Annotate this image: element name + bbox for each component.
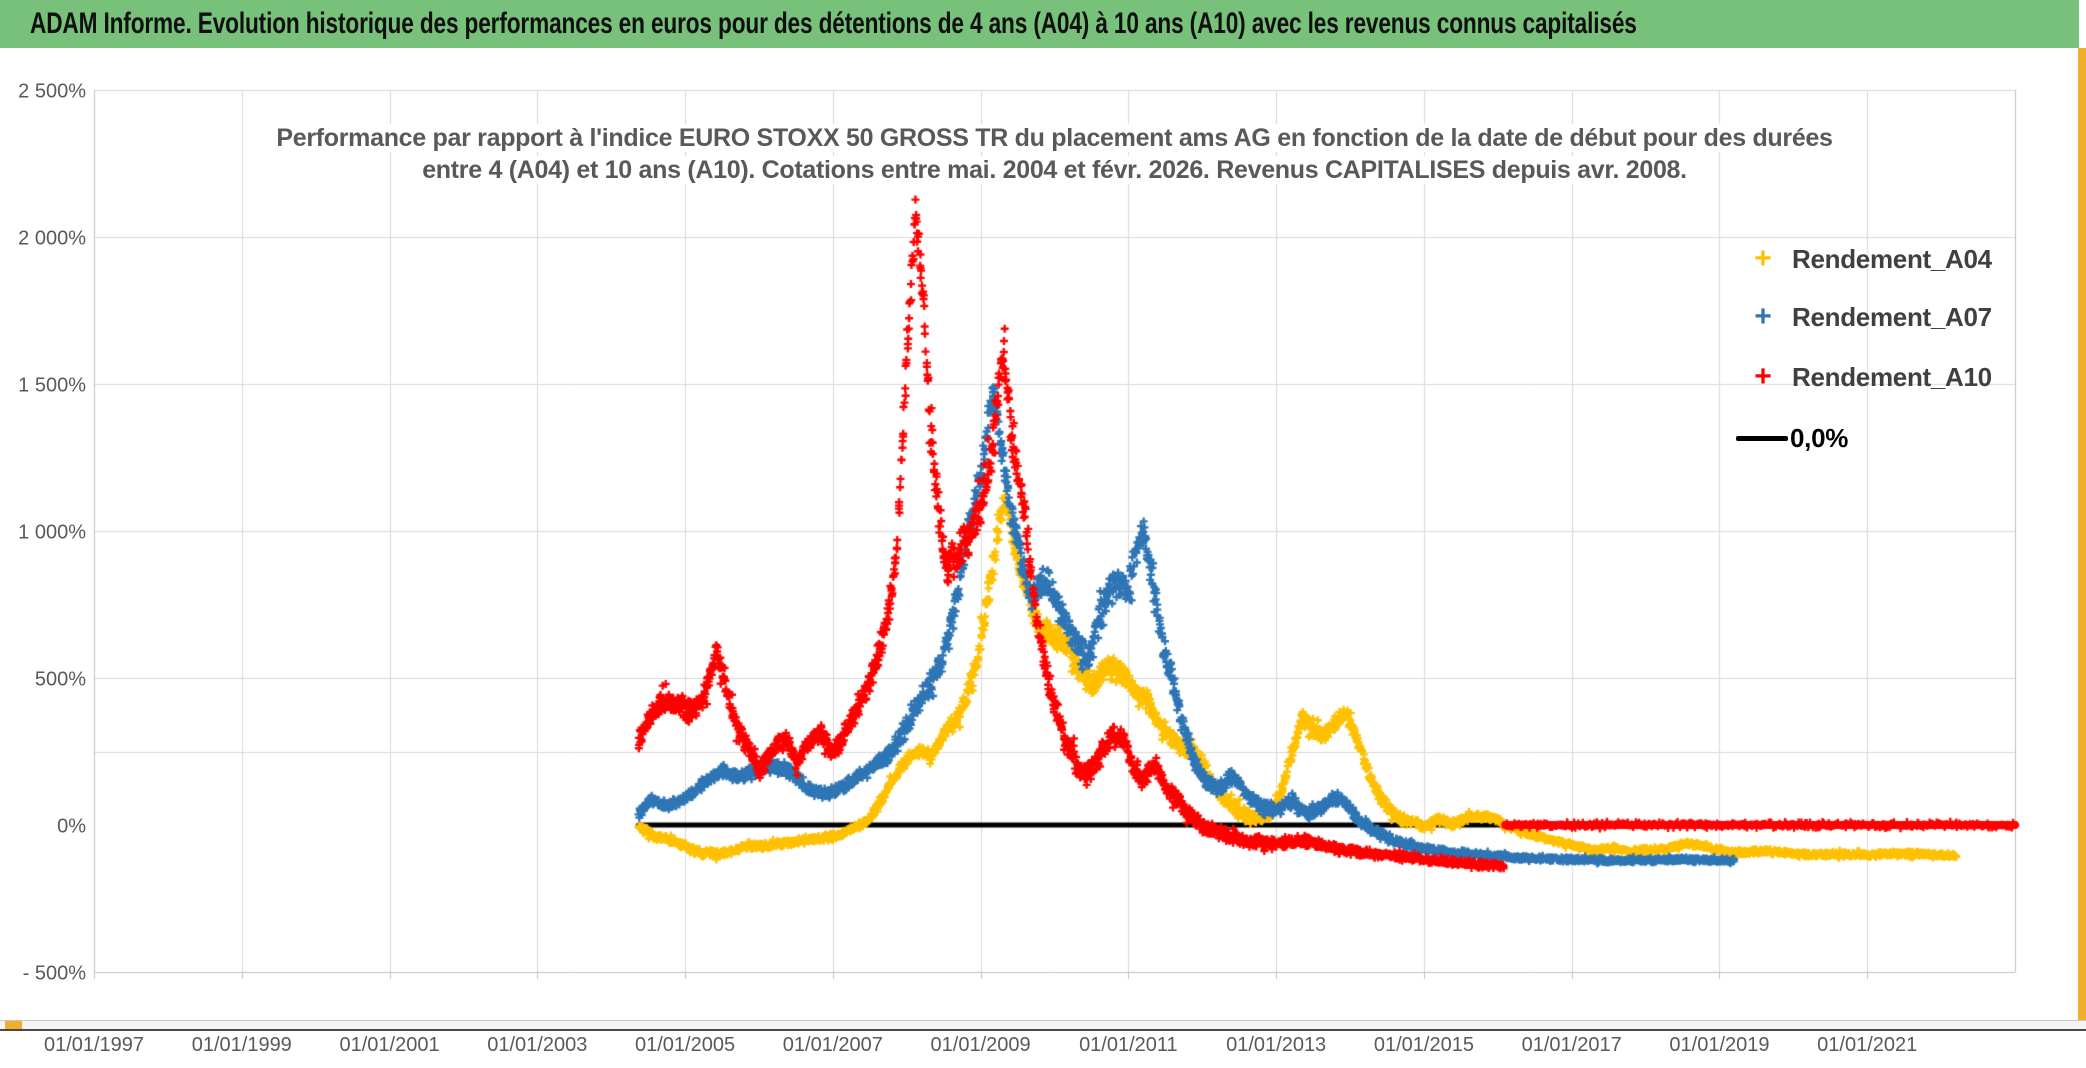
y-axis-tick-label: 2 500% [18, 80, 86, 103]
divider [0, 1020, 2086, 1021]
legend-item-label: Rendement_A04 [1792, 243, 1992, 274]
x-axis-tick-label: 01/01/2005 [635, 1034, 736, 1056]
chart-title-line1: Performance par rapport à l'indice EURO … [270, 124, 1839, 152]
x-axis-tick-label: 01/01/1999 [191, 1034, 292, 1056]
legend-plus-marker-icon: + [1754, 300, 1772, 333]
x-axis-tick-label: 01/01/2003 [487, 1034, 588, 1056]
x-axis-tick-label: 01/01/2007 [782, 1034, 883, 1056]
y-axis-tick-label: - 500% [22, 962, 86, 985]
chart-title: Performance par rapport à l'indice EURO … [94, 122, 2015, 154]
x-axis-tick-label: 01/01/2017 [1521, 1034, 1622, 1056]
chart-title-line2: entre 4 (A04) et 10 ans (A10). Cotations… [416, 156, 1693, 184]
y-axis-tick-label: 500% [34, 668, 86, 691]
legend-item-label: Rendement_A10 [1792, 361, 1992, 392]
legend-line-swatch [1736, 435, 1790, 441]
legend-plus-marker-icon: + [1754, 360, 1772, 393]
legend-item-rendement-a10[interactable]: + Rendement_A10 [1736, 358, 1992, 396]
chart-title-2: entre 4 (A04) et 10 ans (A10). Cotations… [94, 154, 2015, 186]
chart-area: Performance par rapport à l'indice EURO … [0, 48, 2086, 1068]
legend-item-label: 0,0% [1790, 422, 1849, 453]
x-axis-tick-label: 01/01/2013 [1226, 1034, 1327, 1056]
y-axis-tick-label: 1 500% [18, 374, 86, 397]
window-right-border [2078, 48, 2086, 1020]
legend-item-label: Rendement_A07 [1792, 301, 1992, 332]
legend-plus-marker-icon: + [1754, 242, 1772, 275]
x-axis-tick-label: 01/01/2001 [339, 1034, 440, 1056]
x-axis-tick-label: 01/01/2019 [1669, 1034, 1770, 1056]
x-axis-tick-label: 01/01/2011 [1079, 1034, 1178, 1056]
chart-plot-canvas [0, 48, 2086, 1068]
horizontal-scrollbar[interactable] [0, 1021, 2086, 1029]
window-bottom-edge [0, 1029, 2086, 1031]
y-axis-tick-label: 0% [57, 815, 86, 838]
y-axis-tick-label: 2 000% [18, 227, 86, 250]
x-axis-tick-label: 01/01/2015 [1373, 1034, 1474, 1056]
window-title: ADAM Informe. Evolution historique des p… [30, 7, 1637, 40]
legend-item-0-0-[interactable]: 0,0% [1736, 419, 1848, 457]
legend-item-rendement-a07[interactable]: + Rendement_A07 [1736, 298, 1992, 336]
legend-item-rendement-a04[interactable]: + Rendement_A04 [1736, 240, 1992, 278]
x-axis-tick-label: 01/01/2009 [930, 1034, 1031, 1056]
x-axis-tick-label: 01/01/1997 [43, 1034, 145, 1056]
x-axis-tick-label: 01/01/2021 [1817, 1034, 1918, 1056]
title-bar: ADAM Informe. Evolution historique des p… [0, 0, 2079, 48]
scrollbar-thumb[interactable] [5, 1021, 22, 1029]
y-axis-tick-label: 1 000% [18, 521, 86, 544]
